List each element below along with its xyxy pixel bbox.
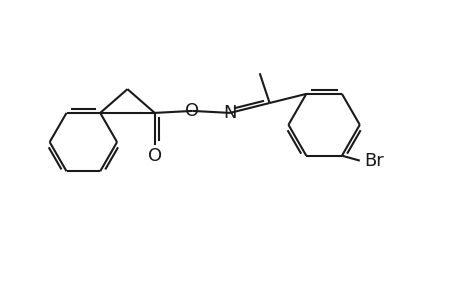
- Text: N: N: [223, 104, 236, 122]
- Text: O: O: [185, 102, 199, 120]
- Text: Br: Br: [363, 152, 383, 169]
- Text: O: O: [147, 147, 162, 165]
